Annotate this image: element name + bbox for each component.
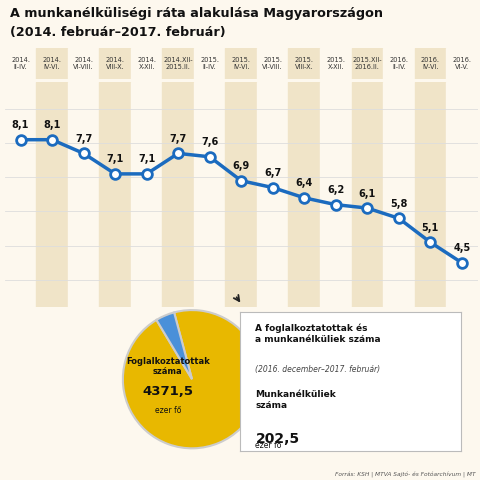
Bar [383,48,415,79]
Bar [320,48,351,79]
Bar [415,82,446,307]
Bar [257,82,288,307]
Bar [415,48,446,79]
Text: (2016. december–2017. február): (2016. december–2017. február) [255,365,381,374]
Text: 2015.
II-IV.: 2015. II-IV. [200,57,219,71]
Bar [446,82,478,307]
Bar [36,48,68,79]
Text: 2014.
X-XII.: 2014. X-XII. [137,57,156,71]
Text: 2014.
VIII-X.: 2014. VIII-X. [106,57,125,71]
Bar [68,82,99,307]
Text: 202,5: 202,5 [255,432,300,446]
Text: 7,6: 7,6 [201,137,218,147]
Text: 6,2: 6,2 [327,185,344,195]
Wedge shape [156,312,192,379]
Text: Munkanélküliek
száma: Munkanélküliek száma [255,390,336,410]
Text: 2016.
II-IV.: 2016. II-IV. [389,57,408,71]
Wedge shape [123,310,261,448]
Bar [131,48,162,79]
Text: 4,5: 4,5 [453,243,470,253]
Text: 7,7: 7,7 [169,134,187,144]
Bar [446,48,478,79]
Text: 2015.
X-XII.: 2015. X-XII. [326,57,345,71]
Bar [194,82,226,307]
Text: A munkanélküliségi ráta alakulása Magyarországon: A munkanélküliségi ráta alakulása Magyar… [10,7,383,20]
Text: 2015.
VIII-X.: 2015. VIII-X. [295,57,314,71]
Bar [288,82,320,307]
Text: 2015.
IV-VI.: 2015. IV-VI. [232,57,251,71]
Text: 2016.
VI-V.: 2016. VI-V. [452,57,471,71]
Bar [68,48,99,79]
Bar [351,82,383,307]
Bar [194,48,226,79]
Text: A foglalkoztatottak és
a munkanélküliek száma: A foglalkoztatottak és a munkanélküliek … [255,323,381,344]
Text: 6,1: 6,1 [359,189,376,199]
Text: 2014.
IV-VI.: 2014. IV-VI. [43,57,61,71]
Text: 7,1: 7,1 [138,155,155,164]
Text: 2014.
VI-VIII.: 2014. VI-VIII. [73,57,94,71]
Bar [226,48,257,79]
Text: 6,7: 6,7 [264,168,281,178]
Text: 2015.XII-
2016.II.: 2015.XII- 2016.II. [352,57,382,71]
Text: 4371,5: 4371,5 [142,385,193,398]
Text: 2014.
II-IV.: 2014. II-IV. [11,57,30,71]
Text: 5,1: 5,1 [422,223,439,233]
Bar [99,82,131,307]
Bar [351,48,383,79]
Text: 6,9: 6,9 [233,161,250,171]
Text: ezer fő: ezer fő [255,441,282,450]
Bar [131,82,162,307]
Bar [257,48,288,79]
Text: 6,4: 6,4 [296,178,313,188]
Bar [162,48,194,79]
Bar [288,48,320,79]
Text: 2015.
VI-VIII.: 2015. VI-VIII. [263,57,283,71]
Bar [5,82,36,307]
Bar [99,48,131,79]
Text: ezer fő: ezer fő [155,406,181,415]
Text: 2014.XII-
2015.II.: 2014.XII- 2015.II. [163,57,193,71]
Text: (2014. február–2017. február): (2014. február–2017. február) [10,26,225,39]
Text: 2016.
IV-VI.: 2016. IV-VI. [421,57,440,71]
Text: 7,7: 7,7 [75,134,92,144]
Text: 5,8: 5,8 [390,199,408,209]
Bar [36,82,68,307]
Text: Forrás: KSH | MTVA Sajtó- és Fotóarchívum | MT: Forrás: KSH | MTVA Sajtó- és Fotóarchívu… [335,471,475,478]
Text: 8,1: 8,1 [43,120,61,130]
Bar [320,82,351,307]
Text: 7,1: 7,1 [107,155,124,164]
Bar [226,82,257,307]
Text: Foglalkoztatottak
száma: Foglalkoztatottak száma [126,357,210,376]
Bar [5,48,36,79]
Bar [383,82,415,307]
Text: 8,1: 8,1 [12,120,29,130]
Bar [162,82,194,307]
